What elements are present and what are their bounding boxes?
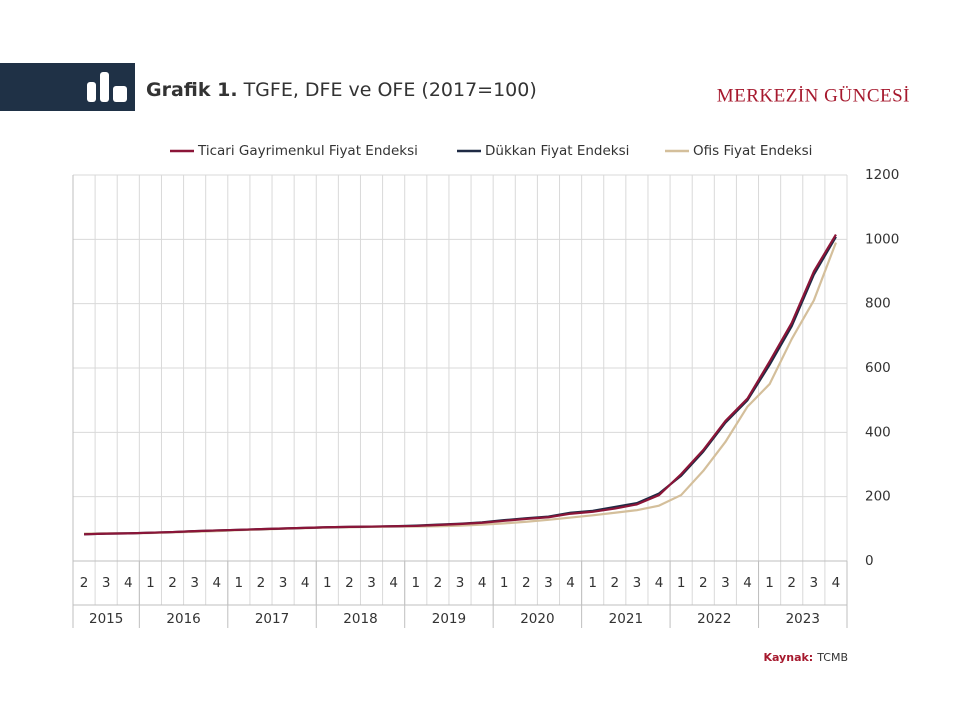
x-tick-label: 1: [411, 575, 420, 591]
x-tick-label: 3: [721, 575, 730, 591]
x-tick-label: 2: [434, 575, 443, 591]
x-tick-label: 1: [235, 575, 244, 591]
x-tick-label: 3: [810, 575, 819, 591]
x-tick-label: 3: [190, 575, 199, 591]
x-tick-label: 2: [787, 575, 796, 591]
x-tick-label: 4: [743, 575, 752, 591]
x-group-label: 2017: [255, 611, 289, 627]
x-tick-label: 1: [146, 575, 155, 591]
x-tick-label: 4: [212, 575, 221, 591]
series-line: [84, 236, 837, 536]
x-tick-label: 2: [257, 575, 266, 591]
x-tick-label: 4: [478, 575, 487, 591]
icon-bar: [87, 82, 96, 102]
x-tick-label: 2: [522, 575, 531, 591]
header-block: [0, 63, 135, 111]
y-tick-label: 0: [865, 553, 874, 569]
source-text: TCMB: [816, 651, 848, 664]
x-tick-label: 4: [832, 575, 841, 591]
legend-label: Dükkan Fiyat Endeksi: [485, 143, 629, 159]
series-line: [84, 233, 837, 536]
x-group-label: 2023: [786, 611, 820, 627]
x-tick-label: 1: [500, 575, 509, 591]
y-tick-label: 600: [865, 360, 891, 376]
x-tick-label: 1: [677, 575, 686, 591]
x-tick-label: 4: [301, 575, 310, 591]
icon-bar: [113, 86, 127, 102]
title-text: TGFE, DFE ve OFE (2017=100): [243, 79, 537, 101]
x-tick-label: 3: [544, 575, 553, 591]
y-tick-label: 200: [865, 489, 891, 505]
y-tick-label: 1000: [865, 231, 899, 247]
x-tick-label: 2: [80, 575, 89, 591]
x-tick-label: 3: [367, 575, 376, 591]
x-tick-label: 3: [456, 575, 465, 591]
x-tick-label: 2: [168, 575, 177, 591]
y-tick-label: 800: [865, 296, 891, 312]
legend-label: Ofis Fiyat Endeksi: [693, 143, 812, 159]
x-tick-label: 4: [566, 575, 575, 591]
x-group-label: 2015: [89, 611, 123, 627]
x-tick-label: 2: [699, 575, 708, 591]
x-tick-label: 3: [102, 575, 111, 591]
legend-label: Ticari Gayrimenkul Fiyat Endeksi: [197, 143, 418, 159]
x-tick-label: 1: [765, 575, 774, 591]
x-tick-label: 3: [633, 575, 642, 591]
x-tick-label: 4: [655, 575, 664, 591]
series-line: [84, 242, 837, 535]
title-prefix: Grafik 1.: [146, 79, 238, 101]
source-label: Kaynak:: [763, 651, 813, 664]
x-tick-label: 1: [588, 575, 597, 591]
y-tick-label: 1200: [865, 167, 899, 183]
x-tick-label: 2: [345, 575, 354, 591]
x-group-label: 2021: [609, 611, 643, 627]
x-tick-label: 4: [124, 575, 133, 591]
y-tick-label: 400: [865, 424, 891, 440]
x-group-label: 2018: [343, 611, 377, 627]
x-group-label: 2020: [520, 611, 554, 627]
x-tick-label: 3: [279, 575, 288, 591]
x-tick-label: 4: [389, 575, 398, 591]
x-tick-label: 1: [323, 575, 332, 591]
x-group-label: 2022: [697, 611, 731, 627]
x-tick-label: 2: [611, 575, 620, 591]
x-group-label: 2019: [432, 611, 466, 627]
brand: MERKEZİN GÜNCESİ: [717, 85, 910, 106]
icon-bar: [100, 72, 109, 102]
source: Kaynak: TCMB: [763, 651, 848, 664]
x-group-label: 2016: [166, 611, 200, 627]
title: Grafik 1. TGFE, DFE ve OFE (2017=100): [146, 79, 537, 101]
